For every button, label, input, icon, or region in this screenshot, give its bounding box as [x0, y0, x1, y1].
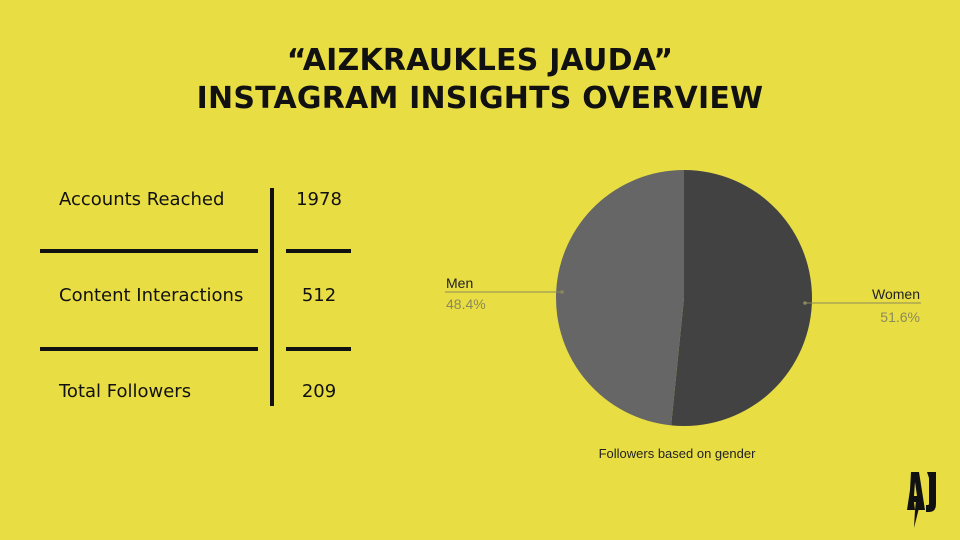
stat-value-content-interactions: 512 — [301, 285, 337, 306]
title-line-2: INSTAGRAM INSIGHTS OVERVIEW — [196, 81, 764, 116]
stats-divider-right-2 — [286, 347, 351, 351]
aj-logo — [907, 472, 936, 528]
pie-slice-men — [556, 170, 684, 426]
men-slice-percent: 48.4% — [446, 296, 486, 312]
page-title: “AIZKRAUKLES JAUDA” INSTAGRAM INSIGHTS O… — [0, 42, 960, 118]
stats-vertical-divider — [270, 188, 274, 406]
stat-label-total-followers: Total Followers — [59, 381, 192, 402]
stat-label-content-interactions: Content Interactions — [59, 285, 244, 306]
stats-divider-right-1 — [286, 249, 351, 253]
stats-divider-left-1 — [40, 249, 258, 253]
stat-label-accounts-reached: Accounts Reached — [59, 189, 225, 210]
stat-value-total-followers: 209 — [301, 381, 337, 402]
women-slice-label: Women — [872, 286, 920, 302]
pie-slice-women — [671, 169, 812, 426]
title-line-1: “AIZKRAUKLES JAUDA” — [286, 43, 674, 78]
stat-value-accounts-reached: 1978 — [296, 189, 342, 210]
women-slice-percent: 51.6% — [880, 309, 920, 325]
stats-divider-left-2 — [40, 347, 258, 351]
chart-title: Followers based on gender — [599, 446, 756, 461]
pie-slices — [556, 169, 812, 426]
men-slice-label: Men — [446, 275, 473, 291]
men-leader-dot — [560, 290, 564, 294]
women-leader-dot — [803, 301, 807, 305]
